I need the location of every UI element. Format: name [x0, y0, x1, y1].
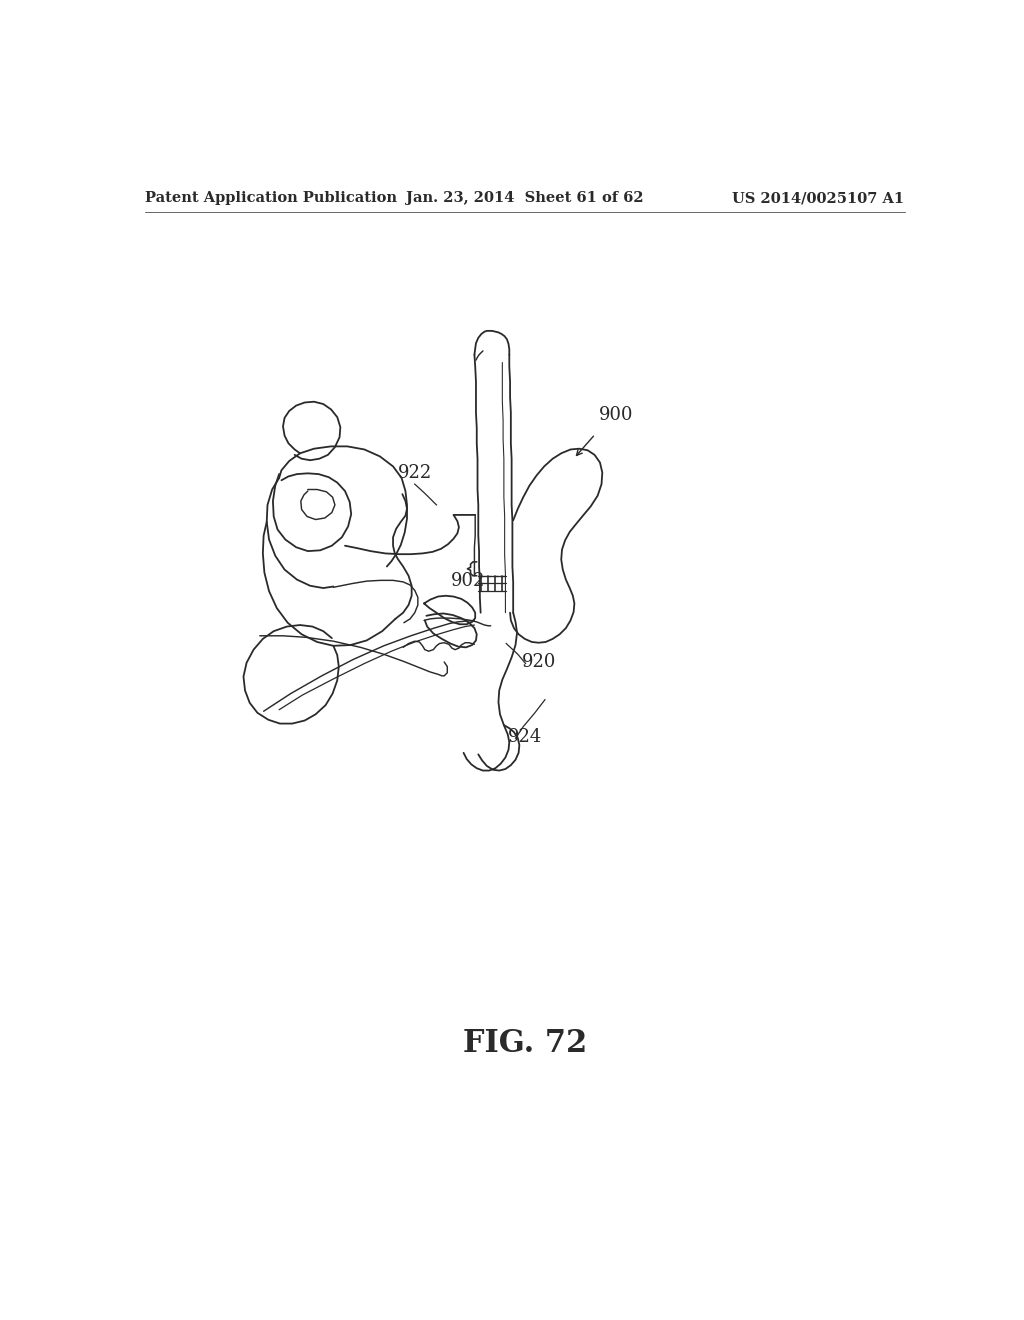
Text: 900: 900 — [599, 407, 634, 424]
Text: 920: 920 — [521, 652, 556, 671]
Text: 922: 922 — [397, 463, 432, 482]
Text: 924: 924 — [508, 729, 542, 746]
Text: Patent Application Publication: Patent Application Publication — [145, 191, 397, 206]
Text: 902: 902 — [452, 572, 485, 590]
Text: Jan. 23, 2014  Sheet 61 of 62: Jan. 23, 2014 Sheet 61 of 62 — [406, 191, 644, 206]
Text: FIG. 72: FIG. 72 — [463, 1028, 587, 1060]
Text: US 2014/0025107 A1: US 2014/0025107 A1 — [732, 191, 904, 206]
